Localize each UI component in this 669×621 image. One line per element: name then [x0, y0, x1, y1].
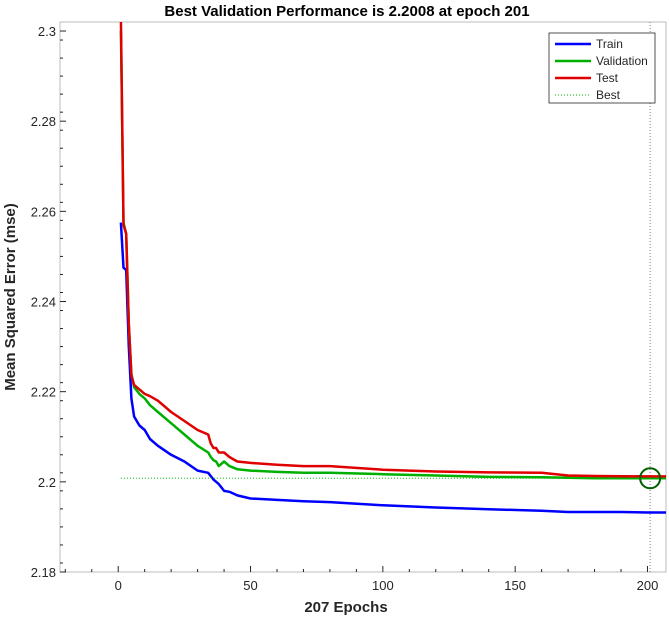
- y-tick-label: 2.24: [31, 295, 56, 310]
- series-line-test: [119, 22, 666, 478]
- plot-area: 0 50 100 150 200 2.18 2.2 2.22 2.24 2.26 2.28 2.3 Tr…: [31, 21, 667, 593]
- legend-label-best: Best: [596, 88, 621, 102]
- y-tick-label: 2.26: [31, 204, 56, 219]
- legend-label-test: Test: [596, 71, 619, 85]
- y-tick-label: 2.18: [31, 565, 56, 580]
- x-tick-label: 200: [637, 578, 659, 593]
- x-tick-label: 50: [243, 578, 257, 593]
- x-axis-title: 207 Epochs: [304, 599, 387, 616]
- series-line-train: [119, 222, 666, 514]
- x-tick-label: 150: [504, 578, 526, 593]
- x-tick-label: 0: [115, 578, 122, 593]
- legend-label-train: Train: [596, 37, 623, 51]
- series-line-validation: [119, 30, 666, 480]
- x-tick-label: 100: [372, 578, 394, 593]
- series-group: [119, 22, 666, 572]
- chart-title: Best Validation Performance is 2.2008 at…: [164, 3, 529, 20]
- y-tick-label: 2.3: [38, 24, 56, 39]
- y-tick-label: 2.28: [31, 114, 56, 129]
- y-tick-label: 2.2: [38, 475, 56, 490]
- y-tick-label: 2.22: [31, 385, 56, 400]
- legend-label-validation: Validation: [596, 54, 648, 68]
- legend: Train Validation Test Best: [548, 32, 656, 104]
- axes-box: [59, 21, 667, 573]
- best-point-marker: [639, 467, 662, 490]
- y-axis-title: Mean Squared Error (mse): [2, 203, 19, 391]
